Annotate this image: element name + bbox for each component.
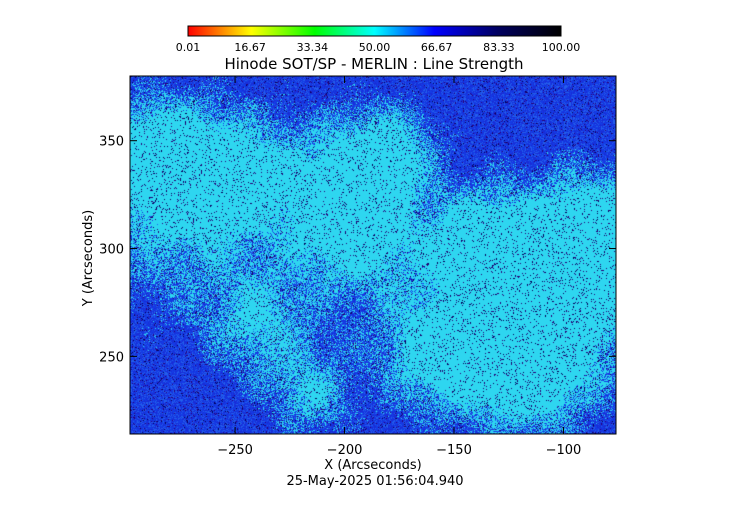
chart-title: Hinode SOT/SP - MERLIN : Line Strength [224, 55, 523, 73]
timestamp: 25-May-2025 01:56:04.940 [286, 474, 463, 489]
colorbar-tick-label: 50.00 [359, 41, 391, 54]
x-axis-label: X (Arcseconds) [324, 458, 421, 473]
y-axis-ticks: 250 300 350 [99, 135, 616, 365]
colorbar-tick-label: 0.01 [176, 41, 201, 54]
colorbar-tick-label: 83.33 [483, 41, 515, 54]
y-tick-label: 300 [99, 243, 124, 258]
y-tick-label: 250 [99, 350, 124, 365]
heatmap-image [130, 76, 616, 434]
y-axis-label: Y (Arcseconds) [81, 210, 96, 307]
x-tick-label: −100 [546, 443, 582, 458]
x-tick-label: −250 [217, 443, 253, 458]
colorbar-tick-labels: 0.01 16.67 33.34 50.00 66.67 83.33 100.00 [176, 41, 581, 54]
colorbar [187, 25, 562, 37]
colorbar-tick-label: 66.67 [421, 41, 453, 54]
x-tick-label: −150 [436, 443, 472, 458]
plot-frame [129, 75, 617, 435]
x-tick-label: −200 [327, 443, 363, 458]
y-tick-label: 350 [99, 135, 124, 150]
colorbar-tick-label: 33.34 [297, 41, 329, 54]
x-axis-ticks: −250 −200 −150 −100 [217, 76, 581, 458]
colorbar-tick-label: 100.00 [542, 41, 581, 54]
heatmap-area [129, 75, 617, 435]
colorbar-tick-label: 16.67 [234, 41, 266, 54]
